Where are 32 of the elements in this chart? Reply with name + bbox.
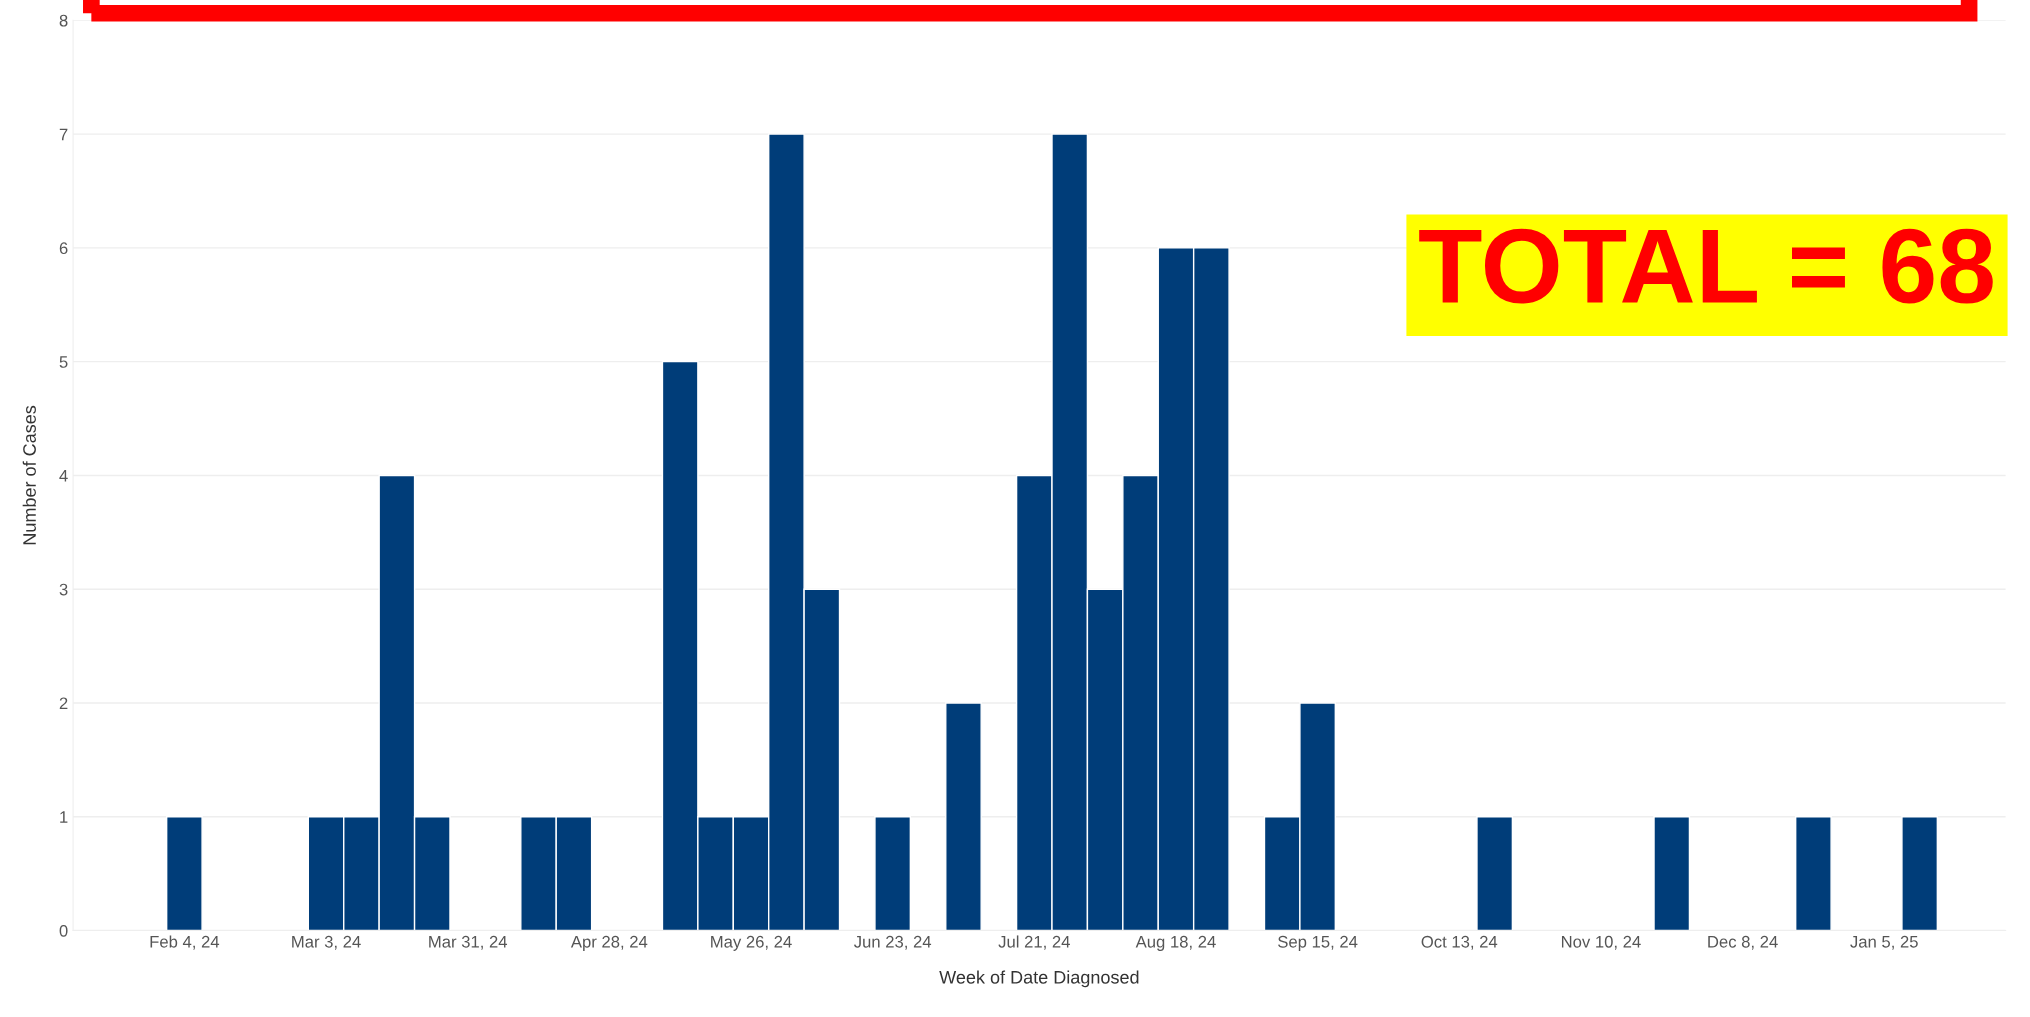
y-tick-label: 4 (59, 470, 68, 482)
y-tick-label: 2 (59, 697, 68, 710)
y-tick-label: 8 (59, 14, 68, 27)
y-tick-label: 6 (59, 242, 68, 255)
x-tick-label: Dec 8, 24 (1708, 935, 1778, 950)
y-axis-title: Number of Cases (22, 405, 36, 545)
x-axis-title: Week of Date Diagnosed (939, 970, 1139, 988)
x-tick-label: Jul 21, 24 (998, 935, 1070, 950)
x-tick-label: Jan 5, 25 (1850, 935, 1918, 950)
y-tick-label: 3 (59, 583, 68, 596)
annotation: TOTAL = 68 (1419, 228, 1993, 304)
x-tick-label: Feb 4, 24 (150, 935, 220, 950)
bar (165, 816, 203, 931)
bar (874, 816, 912, 931)
x-tick-label: Oct 13, 24 (1421, 935, 1498, 950)
x-tick-label: May 26, 24 (711, 935, 792, 951)
x-tick-label: Aug 18, 24 (1135, 935, 1216, 951)
bar (1901, 816, 1939, 931)
x-tick-label: Mar 3, 24 (292, 935, 361, 950)
y-tick-label: 5 (59, 356, 68, 368)
bar (1476, 816, 1514, 931)
x-tick-label: Apr 28, 24 (570, 935, 648, 951)
x-tick-label: Jun 23, 24 (853, 935, 932, 950)
y-tick-label: 0 (59, 924, 68, 937)
bar (1653, 816, 1691, 931)
x-tick-label: Nov 10, 24 (1561, 935, 1641, 950)
bar (1794, 816, 1832, 931)
x-tick-label: Mar 31, 24 (429, 935, 508, 950)
x-tick-label: Sep 15, 24 (1278, 935, 1358, 951)
y-tick-label: 1 (60, 811, 68, 823)
y-tick-label: 7 (59, 128, 68, 141)
bar (945, 702, 982, 931)
